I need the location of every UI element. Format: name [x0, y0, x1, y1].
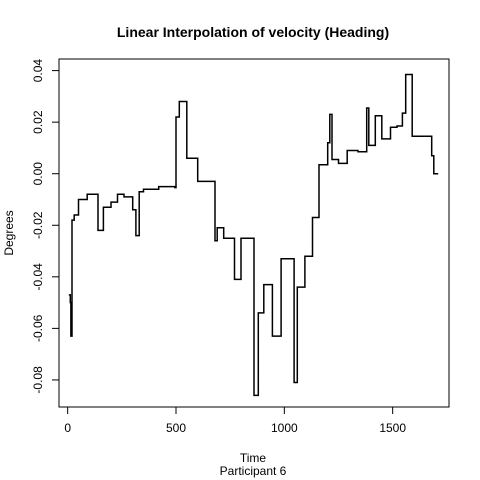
x-axis: 0 500 1000 1500 [64, 407, 406, 435]
x-tick-label: 0 [64, 421, 71, 435]
y-tick-label: -0.02 [31, 211, 45, 239]
x-tick-label: 500 [166, 421, 186, 435]
chart-title: Linear Interpolation of velocity (Headin… [117, 24, 389, 40]
plot-frame [58, 58, 450, 408]
y-tick-label: 0.00 [31, 162, 45, 186]
x-tick-label: 1000 [271, 421, 298, 435]
y-tick-label: 0.04 [31, 59, 45, 83]
y-tick-label: -0.06 [31, 314, 45, 342]
x-axis-label: Time [240, 451, 267, 465]
y-axis-label: Degrees [2, 210, 16, 255]
y-tick-label: -0.08 [31, 366, 45, 394]
y-tick-label: -0.04 [31, 263, 45, 291]
participant-label: Participant 6 [220, 464, 287, 478]
y-tick-label: 0.02 [31, 110, 45, 134]
x-tick-label: 1500 [379, 421, 406, 435]
y-axis: -0.08 -0.06 -0.04 -0.02 0.00 0.02 0.04 [31, 59, 59, 394]
series-line [68, 73, 439, 397]
